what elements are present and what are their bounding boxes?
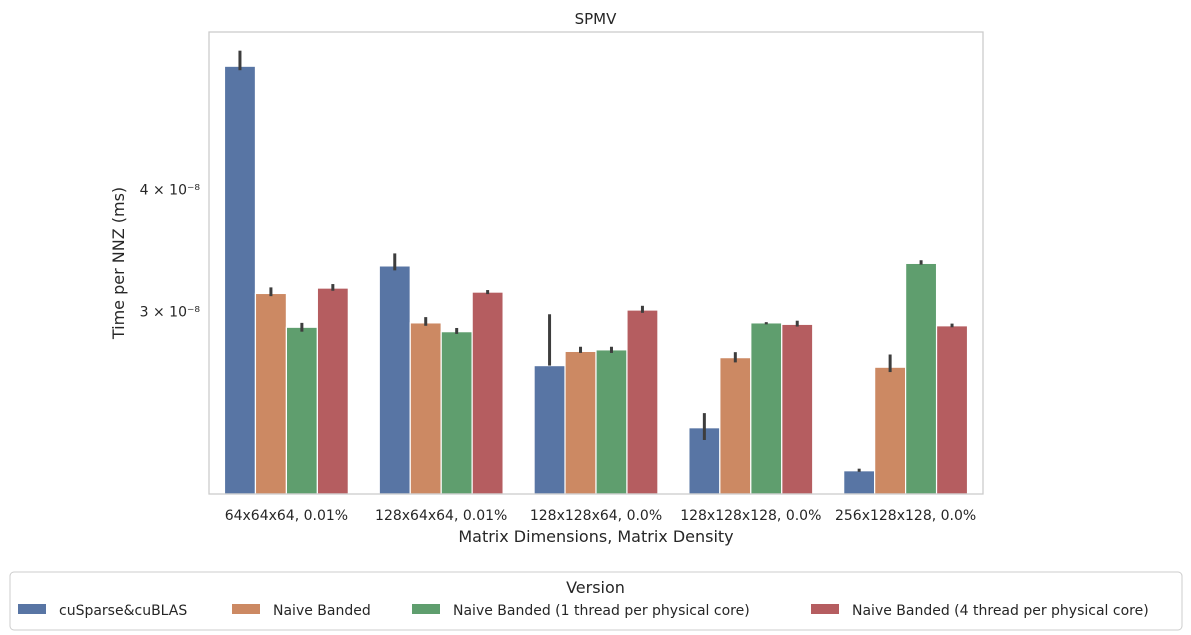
- y-tick-label-1: 3 × 10⁻⁸: [140, 304, 201, 320]
- legend-swatch-2: [412, 604, 440, 614]
- bar-s3-c3: [781, 323, 814, 495]
- x-tick-label-1: 128x64x64, 0.01%: [375, 508, 507, 524]
- legend-items: cuSparse&cuBLAS Naive Banded Naive Banded …: [18, 603, 1149, 619]
- bar-s3-c4: [935, 325, 969, 495]
- legend: Version cuSparse&cuBLAS Naive Banded Naive…: [9, 571, 1183, 631]
- bar-s0-c2: [533, 365, 566, 495]
- bar-s3-c1: [471, 291, 504, 495]
- bar-s2-c3: [750, 322, 783, 495]
- bars-layer: [223, 65, 969, 495]
- legend-label-2: Naive Banded (1 thread per physical core…: [453, 603, 750, 619]
- bar-s2-c1: [440, 331, 473, 495]
- x-tick-label-3: 128x128x128, 0.0%: [680, 508, 821, 524]
- bar-s1-c2: [564, 350, 597, 495]
- x-axis-ticks: 64x64x64, 0.01% 128x64x64, 0.01% 128x128x6…: [225, 508, 976, 524]
- bar-s1-c4: [874, 366, 907, 495]
- bar-s1-c1: [409, 322, 442, 495]
- bar-s2-c2: [595, 349, 628, 495]
- plot-frame: [208, 31, 984, 495]
- bar-s2-c0: [285, 326, 318, 495]
- bar-s0-c4: [843, 470, 876, 495]
- error-bars-layer: [238, 50, 954, 472]
- legend-swatch-3: [811, 604, 839, 614]
- legend-swatch-1: [232, 604, 260, 614]
- x-tick-label-4: 256x128x128, 0.0%: [835, 508, 976, 524]
- legend-label-3: Naive Banded (4 thread per physical core…: [852, 603, 1149, 619]
- bar-s3-c2: [626, 309, 659, 495]
- bar-s3-c0: [316, 287, 349, 495]
- bar-s1-c0: [254, 292, 288, 495]
- legend-swatch-0: [18, 604, 46, 614]
- y-axis-label: Time per NNZ (ms): [109, 187, 128, 340]
- legend-label-0: cuSparse&cuBLAS: [59, 603, 187, 619]
- bar-s0-c1: [378, 265, 411, 495]
- bar-s2-c4: [904, 262, 938, 495]
- legend-frame: [9, 571, 1183, 631]
- x-tick-label-0: 64x64x64, 0.01%: [225, 508, 348, 524]
- bar-s0-c0: [223, 65, 257, 495]
- y-tick-label-0: 4 × 10⁻⁸: [140, 183, 201, 199]
- chart-title: SPMV: [575, 10, 618, 28]
- y-axis-ticks: 4 × 10⁻⁸ 3 × 10⁻⁸: [140, 183, 201, 321]
- legend-label-1: Naive Banded: [273, 603, 371, 619]
- x-tick-label-2: 128x128x64, 0.0%: [530, 508, 662, 524]
- legend-title: Version: [566, 578, 625, 597]
- x-axis-label: Matrix Dimensions, Matrix Density: [458, 527, 733, 546]
- bar-s1-c3: [719, 357, 752, 495]
